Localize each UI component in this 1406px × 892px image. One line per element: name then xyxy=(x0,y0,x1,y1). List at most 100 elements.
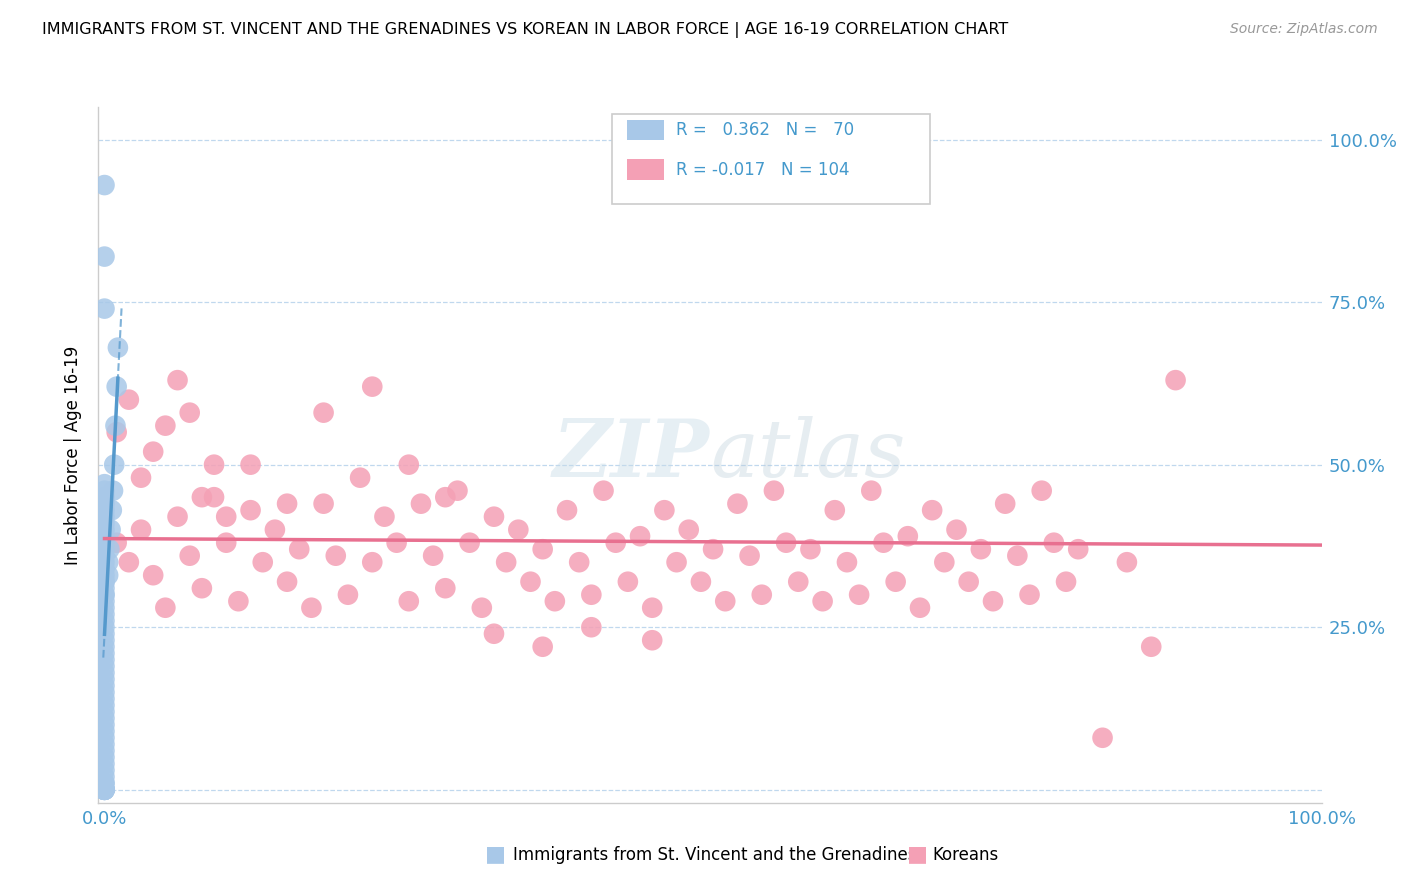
Point xyxy=(1031,483,1053,498)
Point xyxy=(373,509,395,524)
Point xyxy=(762,483,785,498)
Point xyxy=(129,471,152,485)
Point xyxy=(93,659,115,673)
Point xyxy=(93,782,115,797)
Point xyxy=(1140,640,1163,654)
Point xyxy=(100,523,122,537)
Point xyxy=(544,594,567,608)
Text: ■: ■ xyxy=(907,845,928,864)
Point xyxy=(179,406,201,420)
Point xyxy=(191,581,214,595)
Point xyxy=(93,685,115,699)
Point xyxy=(93,782,115,797)
Text: Source: ZipAtlas.com: Source: ZipAtlas.com xyxy=(1230,22,1378,37)
Point xyxy=(446,483,468,498)
Point xyxy=(678,523,700,537)
Point xyxy=(93,782,115,797)
Point xyxy=(93,497,115,511)
Point xyxy=(93,691,115,706)
Point xyxy=(166,509,188,524)
Point xyxy=(482,626,505,640)
Point xyxy=(93,679,115,693)
Point xyxy=(336,588,359,602)
Point xyxy=(264,523,287,537)
Point xyxy=(252,555,274,569)
Point xyxy=(288,542,311,557)
Point xyxy=(994,497,1017,511)
Point xyxy=(98,542,121,557)
Text: ZIP: ZIP xyxy=(553,417,710,493)
Point xyxy=(1054,574,1077,589)
Point xyxy=(93,718,115,732)
Point xyxy=(166,373,188,387)
Point xyxy=(434,490,457,504)
Point xyxy=(824,503,846,517)
Point xyxy=(97,555,120,569)
Point xyxy=(93,770,115,784)
Point xyxy=(568,555,591,569)
Point xyxy=(1067,542,1090,557)
Point xyxy=(93,646,115,660)
Point xyxy=(897,529,920,543)
Point xyxy=(628,529,651,543)
Point xyxy=(848,588,870,602)
Point xyxy=(1007,549,1029,563)
Point xyxy=(93,542,115,557)
Point xyxy=(93,750,115,764)
Point xyxy=(202,490,225,504)
Point xyxy=(93,731,115,745)
Point xyxy=(299,600,322,615)
Point xyxy=(581,620,603,634)
Point xyxy=(93,626,115,640)
Point xyxy=(508,523,530,537)
Point xyxy=(592,483,614,498)
Bar xyxy=(612,114,931,204)
Point xyxy=(957,574,980,589)
Point xyxy=(835,555,858,569)
Point xyxy=(921,503,943,517)
Text: atlas: atlas xyxy=(710,417,905,493)
Point xyxy=(179,549,201,563)
Point xyxy=(93,782,115,797)
Point xyxy=(93,568,115,582)
Point xyxy=(458,535,481,549)
Point xyxy=(1115,555,1137,569)
Point xyxy=(93,574,115,589)
Point xyxy=(142,568,165,582)
Text: ■: ■ xyxy=(485,845,506,864)
Point xyxy=(93,665,115,680)
Point xyxy=(93,477,115,491)
Point xyxy=(202,458,225,472)
Text: IMMIGRANTS FROM ST. VINCENT AND THE GRENADINES VS KOREAN IN LABOR FORCE | AGE 16: IMMIGRANTS FROM ST. VINCENT AND THE GREN… xyxy=(42,22,1008,38)
Point xyxy=(93,250,115,264)
Point xyxy=(276,574,298,589)
Point xyxy=(398,458,420,472)
Point xyxy=(118,392,141,407)
Point xyxy=(690,574,713,589)
Point xyxy=(105,535,128,549)
Point xyxy=(361,379,384,393)
Point xyxy=(93,724,115,739)
Point xyxy=(884,574,907,589)
Point xyxy=(93,483,115,498)
Point xyxy=(93,594,115,608)
Text: R = -0.017   N = 104: R = -0.017 N = 104 xyxy=(676,161,849,178)
Point xyxy=(93,672,115,686)
Point xyxy=(239,503,262,517)
Point xyxy=(93,698,115,713)
Point xyxy=(93,756,115,771)
Point xyxy=(103,458,125,472)
Point xyxy=(93,782,115,797)
Point xyxy=(422,549,444,563)
Point xyxy=(93,301,115,316)
Point xyxy=(104,418,127,433)
Point xyxy=(93,744,115,758)
Point xyxy=(361,555,384,569)
Point xyxy=(617,574,640,589)
Point xyxy=(738,549,761,563)
Point xyxy=(93,705,115,719)
Point xyxy=(581,588,603,602)
Point xyxy=(531,542,554,557)
Bar xyxy=(627,159,664,180)
Bar xyxy=(627,120,664,140)
